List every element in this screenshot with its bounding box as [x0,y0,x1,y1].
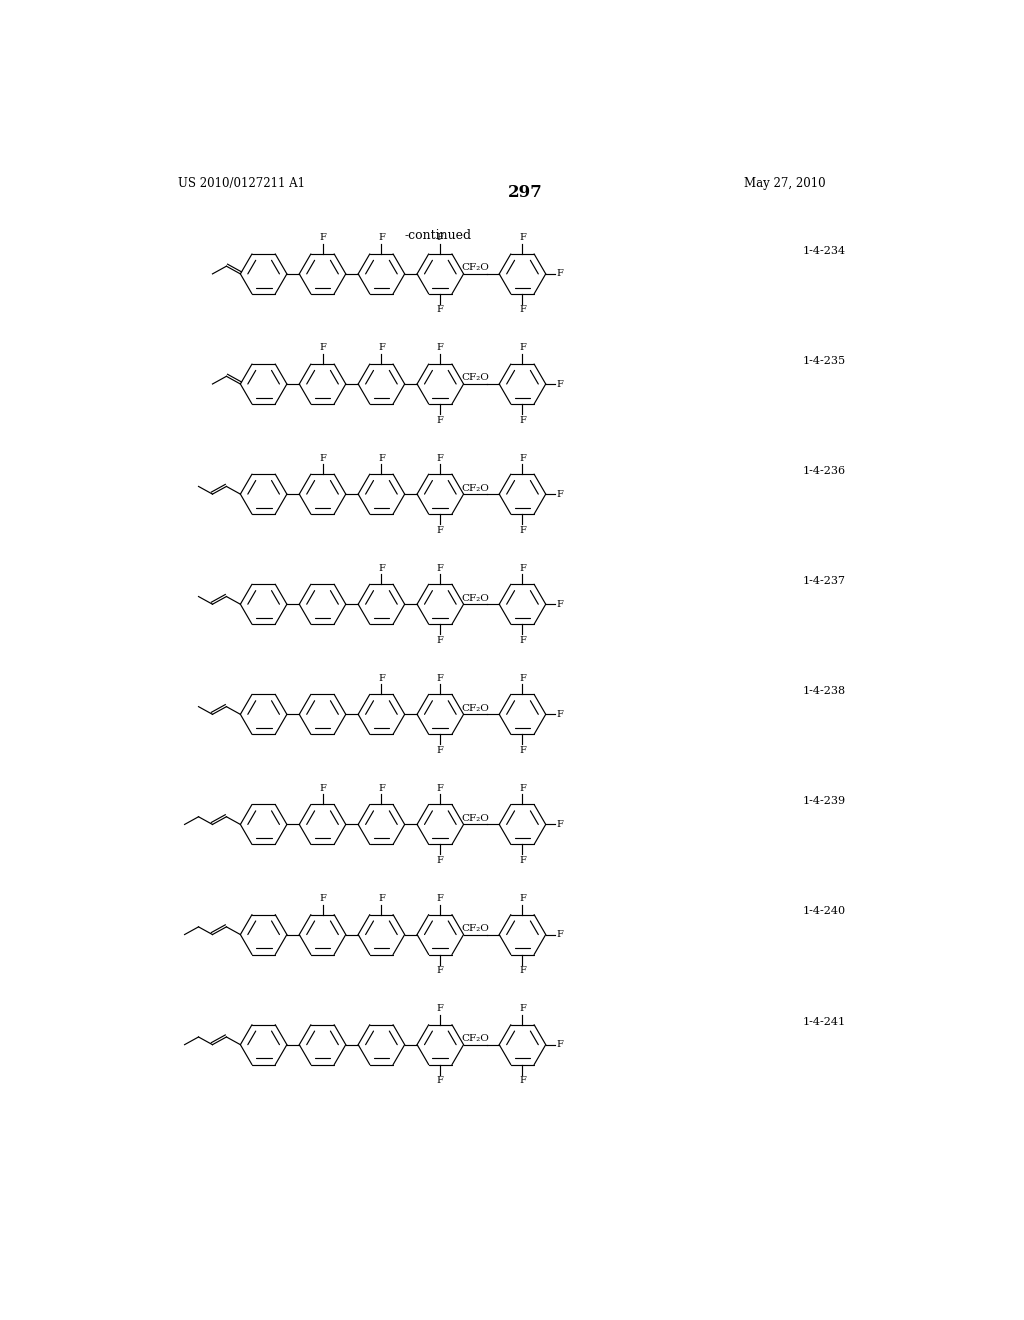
Text: F: F [437,966,443,975]
Text: 297: 297 [508,183,542,201]
Text: F: F [437,1076,443,1085]
Text: 1-4-237: 1-4-237 [802,576,845,586]
Text: US 2010/0127211 A1: US 2010/0127211 A1 [178,177,305,190]
Text: CF₂O: CF₂O [461,594,489,603]
Text: CF₂O: CF₂O [461,374,489,383]
Text: F: F [519,784,526,793]
Text: F: F [437,564,443,573]
Text: F: F [378,564,385,573]
Text: 1-4-236: 1-4-236 [802,466,846,477]
Text: F: F [519,1076,526,1085]
Text: CF₂O: CF₂O [461,1034,489,1043]
Text: CF₂O: CF₂O [461,483,489,492]
Text: 1-4-235: 1-4-235 [802,356,846,366]
Text: F: F [437,454,443,462]
Text: F: F [519,1005,526,1014]
Text: F: F [319,454,326,462]
Text: F: F [519,746,526,755]
Text: F: F [319,343,326,352]
Text: F: F [519,305,526,314]
Text: F: F [437,305,443,314]
Text: F: F [519,416,526,425]
Text: F: F [519,454,526,462]
Text: F: F [378,784,385,793]
Text: 1-4-234: 1-4-234 [802,246,846,256]
Text: F: F [378,894,385,903]
Text: F: F [319,234,326,243]
Text: CF₂O: CF₂O [461,264,489,272]
Text: F: F [557,599,563,609]
Text: F: F [519,525,526,535]
Text: F: F [437,673,443,682]
Text: F: F [519,673,526,682]
Text: F: F [519,343,526,352]
Text: 1-4-241: 1-4-241 [802,1016,846,1027]
Text: CF₂O: CF₂O [461,924,489,933]
Text: F: F [557,820,563,829]
Text: F: F [557,490,563,499]
Text: F: F [378,673,385,682]
Text: F: F [437,416,443,425]
Text: F: F [378,343,385,352]
Text: 1-4-240: 1-4-240 [802,907,846,916]
Text: F: F [519,636,526,644]
Text: F: F [437,343,443,352]
Text: F: F [437,234,443,243]
Text: F: F [378,234,385,243]
Text: F: F [437,784,443,793]
Text: F: F [519,234,526,243]
Text: F: F [519,966,526,975]
Text: F: F [437,894,443,903]
Text: F: F [319,784,326,793]
Text: F: F [557,710,563,719]
Text: May 27, 2010: May 27, 2010 [743,177,825,190]
Text: F: F [557,380,563,388]
Text: F: F [519,564,526,573]
Text: F: F [378,454,385,462]
Text: CF₂O: CF₂O [461,704,489,713]
Text: 1-4-239: 1-4-239 [802,796,846,807]
Text: F: F [437,855,443,865]
Text: 1-4-238: 1-4-238 [802,686,846,696]
Text: F: F [437,636,443,644]
Text: F: F [437,525,443,535]
Text: F: F [557,931,563,939]
Text: F: F [437,1005,443,1014]
Text: -continued: -continued [404,228,472,242]
Text: F: F [519,894,526,903]
Text: CF₂O: CF₂O [461,814,489,822]
Text: F: F [319,894,326,903]
Text: F: F [437,746,443,755]
Text: F: F [557,1040,563,1049]
Text: F: F [557,269,563,279]
Text: F: F [519,855,526,865]
